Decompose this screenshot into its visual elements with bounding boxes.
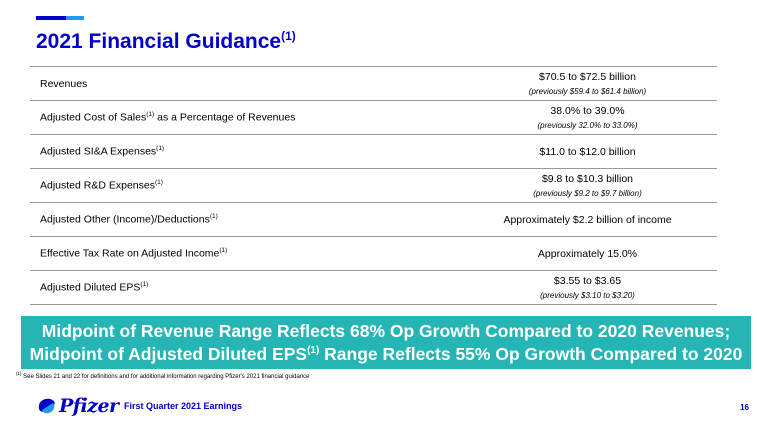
- row-value: $11.0 to $12.0 billion: [458, 146, 717, 158]
- row-value: 38.0% to 39.0% (previously 32.0% to 33.0…: [458, 105, 717, 130]
- value-previous: (previously $3.10 to $3.20): [540, 291, 635, 300]
- pfizer-pill-icon: [38, 398, 55, 414]
- row-label: Effective Tax Rate on Adjusted Income(1): [40, 247, 228, 260]
- row-value: Approximately $2.2 billion of income: [458, 214, 717, 226]
- accent-bar-light: [66, 16, 84, 20]
- value-main: $9.8 to $10.3 billion: [541, 173, 634, 185]
- row-value: Approximately 15.0%: [458, 248, 717, 260]
- page-number: 16: [740, 403, 749, 412]
- value-main: $3.55 to $3.65: [553, 275, 622, 287]
- highlight-banner: Midpoint of Revenue Range Reflects 68% O…: [21, 316, 751, 369]
- row-label: Adjusted Cost of Sales(1) as a Percentag…: [40, 111, 296, 124]
- row-value: $70.5 to $72.5 billion (previously $59.4…: [458, 71, 717, 96]
- guidance-table: Revenues $70.5 to $72.5 billion (previou…: [30, 66, 717, 305]
- table-row: Adjusted Diluted EPS(1) $3.55 to $3.65 (…: [30, 271, 717, 305]
- row-label: Adjusted Diluted EPS(1): [40, 281, 149, 294]
- pfizer-logo: Pfizer: [36, 395, 119, 417]
- row-label: Adjusted R&D Expenses(1): [40, 179, 163, 192]
- row-value: $9.8 to $10.3 billion (previously $9.2 t…: [458, 173, 717, 198]
- table-row: Adjusted R&D Expenses(1) $9.8 to $10.3 b…: [30, 169, 717, 203]
- accent-bar-dark: [36, 16, 66, 20]
- row-label: Adjusted Other (Income)/Deductions(1): [40, 213, 218, 226]
- value-previous: (previously $59.4 to $61.4 billion): [528, 87, 647, 96]
- page-title: 2021 Financial Guidance(1): [36, 29, 296, 53]
- value-main: $70.5 to $72.5 billion: [539, 71, 636, 83]
- logo-wordmark: Pfizer: [59, 395, 119, 417]
- value-previous: (previously 32.0% to 33.0%): [537, 121, 638, 130]
- table-row: Effective Tax Rate on Adjusted Income(1)…: [30, 237, 717, 271]
- banner-line-2: Midpoint of Adjusted Diluted EPS(1) Rang…: [29, 343, 743, 364]
- value-main: 38.0% to 39.0%: [550, 105, 625, 117]
- value-main: Approximately $2.2 billion of income: [503, 213, 672, 226]
- table-row: Revenues $70.5 to $72.5 billion (previou…: [30, 66, 717, 101]
- table-row: Adjusted Cost of Sales(1) as a Percentag…: [30, 101, 717, 135]
- footnote: (1) See Slides 21 and 22 for definitions…: [16, 371, 310, 380]
- row-value: $3.55 to $3.65 (previously $3.10 to $3.2…: [458, 275, 717, 300]
- table-row: Adjusted Other (Income)/Deductions(1) Ap…: [30, 203, 717, 237]
- value-main: $11.0 to $12.0 billion: [539, 145, 636, 158]
- footer-label: First Quarter 2021 Earnings: [124, 401, 243, 411]
- row-label: Adjusted SI&A Expenses(1): [40, 145, 165, 158]
- banner-line-1: Midpoint of Revenue Range Reflects 68% O…: [41, 320, 731, 341]
- table-row: Adjusted SI&A Expenses(1) $11.0 to $12.0…: [30, 135, 717, 169]
- value-previous: (previously $9.2 to $9.7 billion): [533, 189, 642, 198]
- row-label: Revenues: [40, 77, 88, 90]
- value-main: Approximately 15.0%: [537, 247, 638, 260]
